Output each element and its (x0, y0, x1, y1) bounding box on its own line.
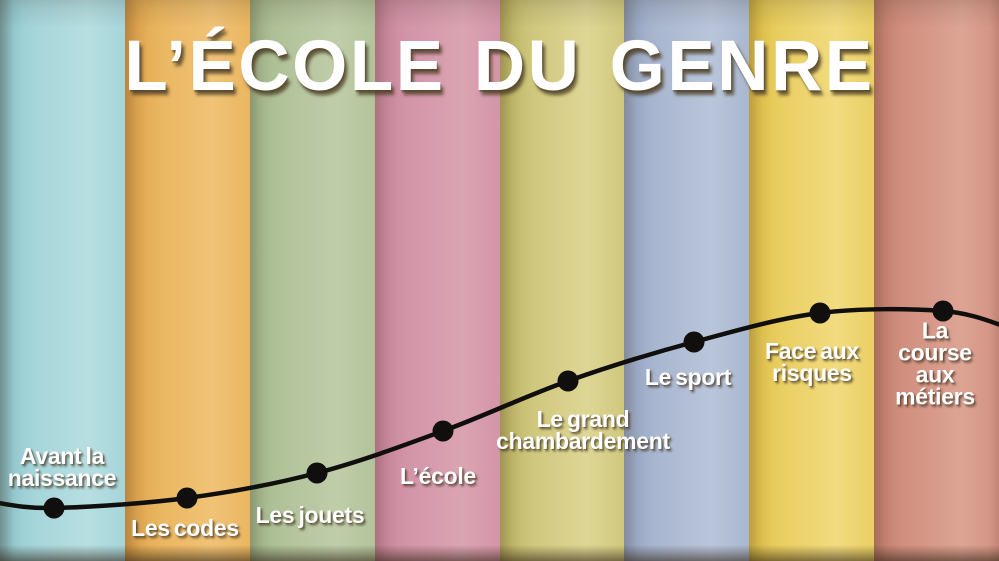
milestone-label: Avant la naissance (7, 443, 117, 491)
milestone-label: Les codes (131, 515, 239, 542)
milestone-label: La course aux métiers (895, 317, 975, 409)
page-title: L’ÉCOLE DU GENRE (124, 27, 875, 106)
milestone-label: L’école (400, 463, 476, 490)
milestone-label: Le grand chambardement (496, 406, 670, 454)
milestone-label: Le sport (644, 364, 732, 391)
milestone-label: Les jouets (255, 502, 365, 529)
milestone-label: Face aux risques (764, 338, 860, 386)
